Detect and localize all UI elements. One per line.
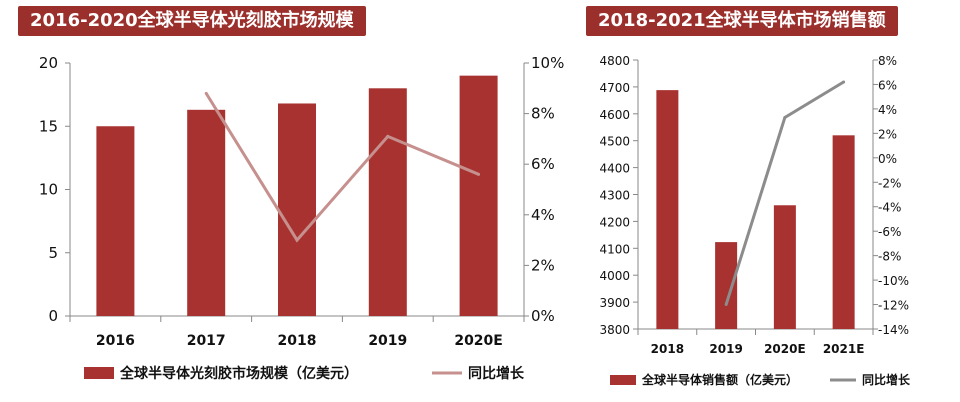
- chart-2-right-tick-label: -2%: [878, 176, 901, 190]
- chart-2-right-tick-label: -12%: [878, 299, 909, 313]
- chart-1-left-tick-label: 0: [48, 307, 58, 325]
- chart-2-left-tick-label: 3800: [599, 323, 630, 337]
- chart-1-bar: [96, 126, 135, 316]
- chart-2-left-tick-label: 4400: [599, 162, 630, 176]
- chart-1-title: 2016-2020全球半导体光刻胶市场规模: [18, 6, 366, 36]
- chart-2-x-tick-label: 2020E: [764, 342, 806, 356]
- chart-1-left-tick-label: 10: [39, 181, 58, 199]
- chart-1-x-tick-label: 2016: [96, 333, 135, 349]
- chart-2-left-tick-label: 4200: [599, 215, 630, 229]
- chart-1-growth-point: [204, 91, 208, 95]
- chart-1-growth-line: [204, 92, 480, 243]
- chart-2-left-tick-label: 4300: [599, 189, 630, 203]
- chart-2-legend-line-label: 同比增长: [862, 372, 911, 387]
- chart-2-right-tick-label: 2%: [878, 127, 897, 141]
- chart-2-right-tick-label: 6%: [878, 78, 897, 92]
- chart-2-right-tick-label: -4%: [878, 201, 901, 215]
- chart-1-right-tick-label: 6%: [531, 155, 555, 173]
- chart-1-right-tick-label: 10%: [531, 54, 564, 72]
- chart-1-x-tick-label: 2017: [187, 333, 226, 349]
- chart-1-right-tick-label: 4%: [531, 206, 555, 224]
- chart-2-right-tick-label: -10%: [878, 274, 909, 288]
- chart-1-left-tick-label: 20: [39, 54, 58, 72]
- chart-2-legend-bar-swatch: [610, 375, 636, 385]
- chart-2-x-tick-label: 2019: [709, 342, 742, 356]
- chart-1-right-tick-label: 8%: [531, 105, 555, 123]
- chart-2-left-tick-label: 4500: [599, 135, 630, 149]
- chart-1-bar: [459, 75, 498, 317]
- chart-1-left-tick-label: 5: [48, 244, 58, 262]
- chart-1-right-tick-label: 0%: [531, 307, 555, 325]
- chart-2-left-tick-label: 4600: [599, 108, 630, 122]
- chart-2-growth-point: [783, 115, 787, 119]
- chart-1-bar: [187, 109, 226, 317]
- chart-2-x-tick-label: 2018: [651, 342, 684, 356]
- chart-1-x-tick-label: 2020E: [454, 333, 503, 349]
- chart-2-left-tick-label: 4000: [599, 269, 630, 283]
- chart-2-bar: [832, 135, 855, 329]
- chart-2-x-tick-label: 2021E: [823, 342, 865, 356]
- chart-2-right-tick-label: 8%: [878, 54, 897, 68]
- chart-2-right-tick-label: 0%: [878, 152, 897, 166]
- chart-2-legend-bar-label: 全球半导体销售额（亿美元）: [641, 372, 798, 387]
- chart-2-left-tick-label: 4800: [599, 54, 630, 68]
- chart-1-legend-bar-swatch: [84, 367, 114, 379]
- chart-2-bar: [773, 205, 796, 329]
- chart-1-x-tick-label: 2019: [368, 333, 407, 349]
- chart-2-bar: [656, 90, 679, 330]
- chart-1-legend-bar-label: 全球半导体光刻胶市场规模（亿美元）: [119, 365, 358, 382]
- chart-2-title: 2018-2021全球半导体市场销售额: [586, 6, 898, 36]
- chart-2-bar: [715, 242, 738, 329]
- chart-2-right-tick-label: 4%: [878, 103, 897, 117]
- chart-1-bar: [278, 103, 316, 316]
- chart-1-growth-point: [477, 172, 481, 176]
- chart-2-left-tick-label: 4700: [599, 81, 630, 95]
- chart-2-left-tick-label: 4100: [599, 242, 630, 256]
- chart-2-right-tick-label: -8%: [878, 250, 901, 264]
- chart-1-growth-point: [386, 134, 390, 138]
- chart-1-bar: [368, 88, 407, 316]
- chart-1-growth-point: [295, 238, 299, 242]
- chart-1-x-tick-label: 2018: [278, 333, 317, 349]
- chart-1-legend-line-label: 同比增长: [468, 365, 525, 382]
- chart-1-left-tick-label: 15: [39, 117, 58, 135]
- chart-2-left-tick-label: 3900: [599, 296, 630, 310]
- chart-1-right-tick-label: 2%: [531, 256, 555, 274]
- chart-2-growth-point: [842, 80, 846, 84]
- chart-2-right-tick-label: -6%: [878, 225, 901, 239]
- chart-2-growth-point: [724, 303, 728, 307]
- chart-2-right-tick-label: -14%: [878, 323, 909, 337]
